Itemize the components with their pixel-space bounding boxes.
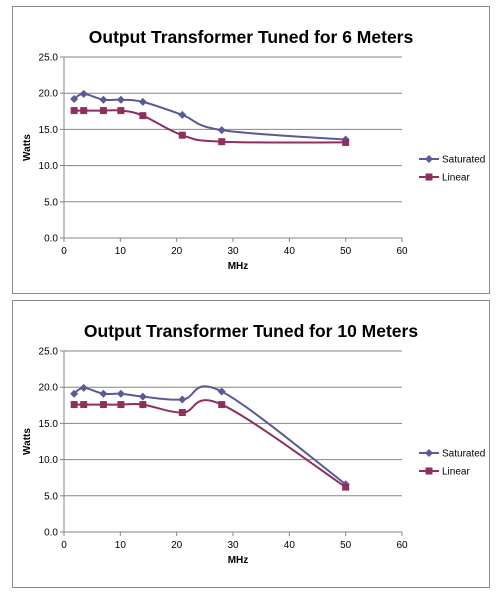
data-point-linear xyxy=(70,401,78,409)
legend-label-saturated: Saturated xyxy=(442,155,485,166)
data-point-linear xyxy=(117,401,125,409)
data-point-linear xyxy=(80,401,88,409)
x-tick-label: 60 xyxy=(396,540,408,551)
data-point-saturated xyxy=(116,389,125,398)
x-axis-label: MHz xyxy=(228,261,249,272)
y-tick-label: 15.0 xyxy=(39,419,59,430)
data-point-saturated xyxy=(178,395,187,404)
x-tick-label: 40 xyxy=(284,246,296,257)
data-point-saturated xyxy=(99,389,108,398)
x-tick-label: 50 xyxy=(340,246,352,257)
y-tick-label: 10.0 xyxy=(39,455,59,466)
y-tick-label: 15.0 xyxy=(39,125,59,136)
x-tick-label: 60 xyxy=(396,246,408,257)
series-line-saturated xyxy=(73,385,347,486)
data-point-saturated xyxy=(178,110,187,119)
chart-panel-10m: Output Transformer Tuned for 10 Meters 0.… xyxy=(12,300,490,588)
y-axis-label: Watts xyxy=(22,428,33,455)
series-line-linear xyxy=(73,399,347,489)
x-tick-label: 10 xyxy=(115,246,127,257)
data-point-saturated xyxy=(217,126,226,135)
data-point-saturated xyxy=(70,94,79,103)
legend-marker xyxy=(425,449,433,457)
chart-title: Output Transformer Tuned for 6 Meters xyxy=(89,27,414,47)
data-point-saturated xyxy=(79,383,88,392)
data-point-linear xyxy=(218,138,226,146)
series-line-saturated xyxy=(73,92,347,141)
data-point-linear xyxy=(178,409,186,417)
x-tick-label: 30 xyxy=(227,540,239,551)
data-point-saturated xyxy=(138,97,147,106)
chart-6-meters: Output Transformer Tuned for 6 Meters 0.0… xyxy=(22,27,485,272)
y-tick-label: 25.0 xyxy=(39,53,59,64)
y-tick-label: 10.0 xyxy=(39,161,59,172)
data-point-saturated xyxy=(79,89,88,98)
data-point-linear xyxy=(342,483,350,491)
y-tick-label: 20.0 xyxy=(39,383,59,394)
y-tick-label: 5.0 xyxy=(44,491,58,502)
data-point-linear xyxy=(139,401,147,409)
legend-marker xyxy=(425,467,433,475)
x-tick-label: 40 xyxy=(284,540,296,551)
x-tick-label: 30 xyxy=(227,246,239,257)
x-tick-label: 0 xyxy=(61,540,67,551)
data-point-linear xyxy=(70,107,78,115)
x-tick-label: 20 xyxy=(171,540,183,551)
legend-marker xyxy=(425,173,433,181)
data-point-linear xyxy=(117,107,125,115)
chart-10-meters: Output Transformer Tuned for 10 Meters 0.… xyxy=(22,321,485,566)
chart-panel-6m: Output Transformer Tuned for 6 Meters 0.0… xyxy=(12,6,490,294)
legend-marker xyxy=(425,155,433,163)
data-point-linear xyxy=(178,131,186,139)
data-point-saturated xyxy=(217,387,226,396)
data-point-linear xyxy=(99,401,107,409)
data-point-linear xyxy=(139,112,147,120)
x-tick-label: 20 xyxy=(171,246,183,257)
data-point-saturated xyxy=(70,389,79,398)
data-point-saturated xyxy=(99,95,108,104)
data-point-linear xyxy=(342,138,350,146)
legend-label-saturated: Saturated xyxy=(442,449,485,460)
y-tick-label: 25.0 xyxy=(39,347,59,358)
y-tick-label: 0.0 xyxy=(44,528,58,539)
y-axis-label: Watts xyxy=(22,134,33,161)
y-tick-label: 0.0 xyxy=(44,234,58,245)
x-tick-label: 10 xyxy=(115,540,127,551)
data-point-linear xyxy=(99,107,107,115)
data-point-saturated xyxy=(138,392,147,401)
chart-title: Output Transformer Tuned for 10 Meters xyxy=(84,321,418,341)
legend-label-linear: Linear xyxy=(442,467,470,478)
x-tick-label: 0 xyxy=(61,246,67,257)
data-point-saturated xyxy=(116,95,125,104)
data-point-linear xyxy=(80,107,88,115)
y-tick-label: 5.0 xyxy=(44,197,58,208)
x-tick-label: 50 xyxy=(340,540,352,551)
legend-label-linear: Linear xyxy=(442,173,470,184)
y-tick-label: 20.0 xyxy=(39,89,59,100)
data-point-linear xyxy=(218,401,226,409)
x-axis-label: MHz xyxy=(228,555,249,566)
